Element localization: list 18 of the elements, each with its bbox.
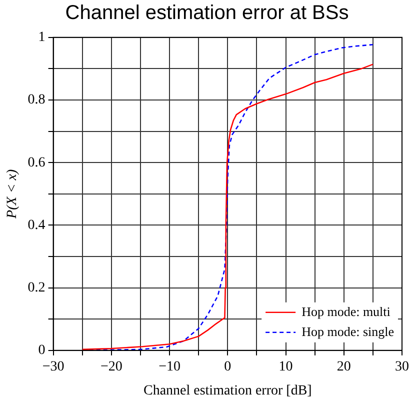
legend-label: Hop mode: multi [302,304,391,319]
x-axis-title: Channel estimation error [dB] [143,383,312,398]
x-tick-label: 0 [224,359,232,374]
chart-title: Channel estimation error at BSs [64,1,350,26]
x-tick-label: 30 [395,359,409,374]
y-tick-label: 0.8 [28,92,46,108]
y-tick-label: 1 [38,30,46,46]
y-axis-title: P(X < x) [5,169,20,220]
x-tick-label: −20 [100,359,122,374]
y-tick-label: 0.2 [28,280,46,296]
y-tick-label: 0.4 [28,218,46,233]
y-tick-label: 0.6 [28,155,46,170]
y-tick-label: 0 [38,343,46,358]
x-tick-label: 20 [336,359,351,374]
x-tick-label: 10 [278,359,293,374]
x-tick-label: −10 [158,359,180,374]
legend-label: Hop mode: single [302,324,394,339]
x-tick-label: −30 [42,359,64,374]
